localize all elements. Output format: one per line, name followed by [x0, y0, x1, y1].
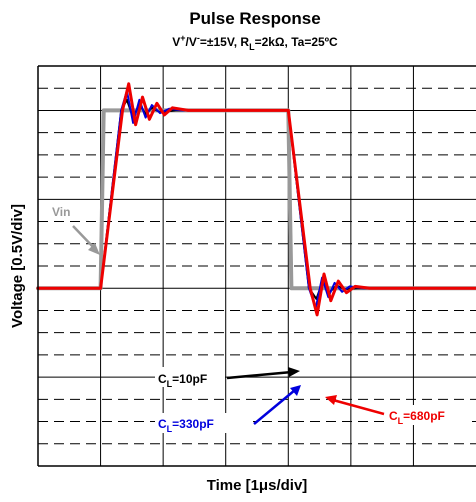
subtitle-conditions: =±15V, R	[200, 35, 250, 49]
cl10-prefix: C	[158, 372, 167, 386]
series-line-3	[36, 82, 476, 317]
annotation-vin-arrowhead	[88, 243, 100, 255]
cl680-prefix: C	[389, 409, 398, 423]
annotation-cl330: CL=330pF	[158, 417, 214, 434]
series-layer	[36, 82, 476, 317]
annotation-cl10-bg	[155, 367, 225, 387]
annotation-cl680-arrowhead	[325, 395, 337, 405]
annotation-cl10-arrow	[226, 370, 293, 380]
subtitle-slash-v: /V	[186, 35, 197, 49]
annotation-cl330-arrowhead	[290, 385, 301, 396]
subtitle-sub-l: L	[249, 42, 255, 52]
cl330-value: =330pF	[172, 417, 214, 431]
chart-title: Pulse Response	[189, 9, 320, 28]
annotation-cl680-arrow	[332, 398, 385, 416]
annotation-cl10: CL=10pF	[158, 372, 207, 389]
annotations: Vin CL=10pF CL=330pF CL=680pF	[52, 205, 472, 434]
subtitle-sup-plus: +	[180, 33, 185, 43]
annotation-cl330-bg	[155, 413, 253, 433]
annotation-vin: Vin	[52, 205, 70, 219]
subtitle-tail: =2kΩ, Ta=25ºC	[255, 35, 338, 49]
plot-area	[36, 65, 476, 467]
cl330-prefix: C	[158, 417, 167, 431]
cl10-sub: L	[167, 379, 173, 389]
subtitle-v-plus: V	[172, 35, 180, 49]
subtitle-sup-minus: -	[197, 33, 200, 43]
annotation-cl330-arrow	[253, 389, 296, 425]
annotation-cl10-arrowhead	[288, 367, 300, 377]
chart-subtitle: V+/V-=±15V, RL=2kΩ, Ta=25ºC	[172, 33, 338, 52]
y-axis-label: Voltage [0.5V/div]	[9, 204, 26, 328]
cl10-value: =10pF	[172, 372, 207, 386]
annotation-cl680: CL=680pF	[389, 409, 445, 426]
x-axis-label: Time [1μs/div]	[207, 477, 308, 494]
cl680-value: =680pF	[403, 409, 445, 423]
annotation-cl680-bg	[386, 405, 472, 425]
cl330-sub: L	[167, 424, 173, 434]
cl680-sub: L	[398, 416, 404, 426]
